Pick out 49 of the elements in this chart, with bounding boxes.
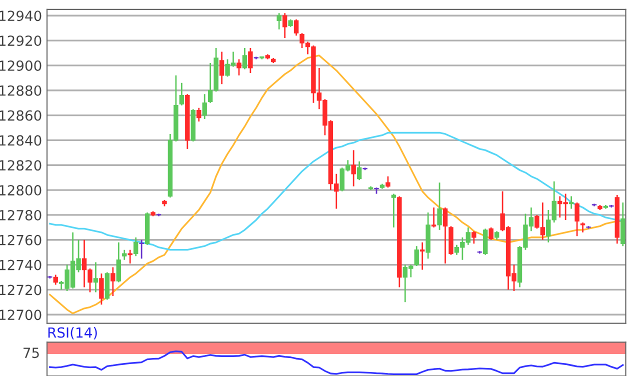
candlestick [133,236,138,257]
candlestick [122,249,127,261]
candlestick [431,206,436,228]
y-tick-label: 12800 [0,185,42,196]
candlestick [139,239,144,260]
candlestick [442,206,448,264]
candlestick [294,18,299,36]
candlestick [116,242,122,283]
candlestick [472,230,476,244]
candlestick [276,12,282,30]
candlestick [437,182,442,231]
y-tick-label: 12740 [0,260,42,270]
candlestick [574,202,580,237]
candlestick [53,274,58,286]
candlestick [236,58,242,76]
candlestick [580,222,586,234]
y-tick-label: 12920 [0,36,42,46]
chart-title: RSI(14) [48,327,97,340]
y-tick-label: 12780 [0,210,42,220]
candlestick [179,82,184,106]
candlestick [242,47,248,70]
candlestick [110,266,116,297]
y-tick-label: 12700 [0,310,42,320]
candlestick [414,245,419,267]
y-tick-label: 12900 [0,60,42,71]
candlestick [93,262,98,293]
y-tick-label: 12840 [0,135,42,146]
candlestick [248,47,253,74]
candlestick [568,196,574,210]
candlestick [386,176,390,188]
candlestick [351,149,356,188]
candlestick [99,272,104,306]
candlestick [356,160,362,181]
candlestick [420,242,425,270]
y-tick-label: 12860 [0,110,42,121]
candlestick [488,226,494,241]
y-tick-label: 12940 [0,10,42,22]
y-tick-label: 12720 [0,284,42,296]
candlestick [483,228,488,256]
candlestick [391,193,396,228]
candlestick [282,12,288,39]
candlestick [219,51,224,85]
candlestick [202,93,207,120]
y-tick-label: 12820 [0,160,42,171]
band-label: 75 [24,348,39,358]
y-tick-label: 12880 [0,85,42,96]
candlestick [128,249,132,264]
candlestick [196,107,202,122]
y-tick-label: 12760 [0,234,42,246]
